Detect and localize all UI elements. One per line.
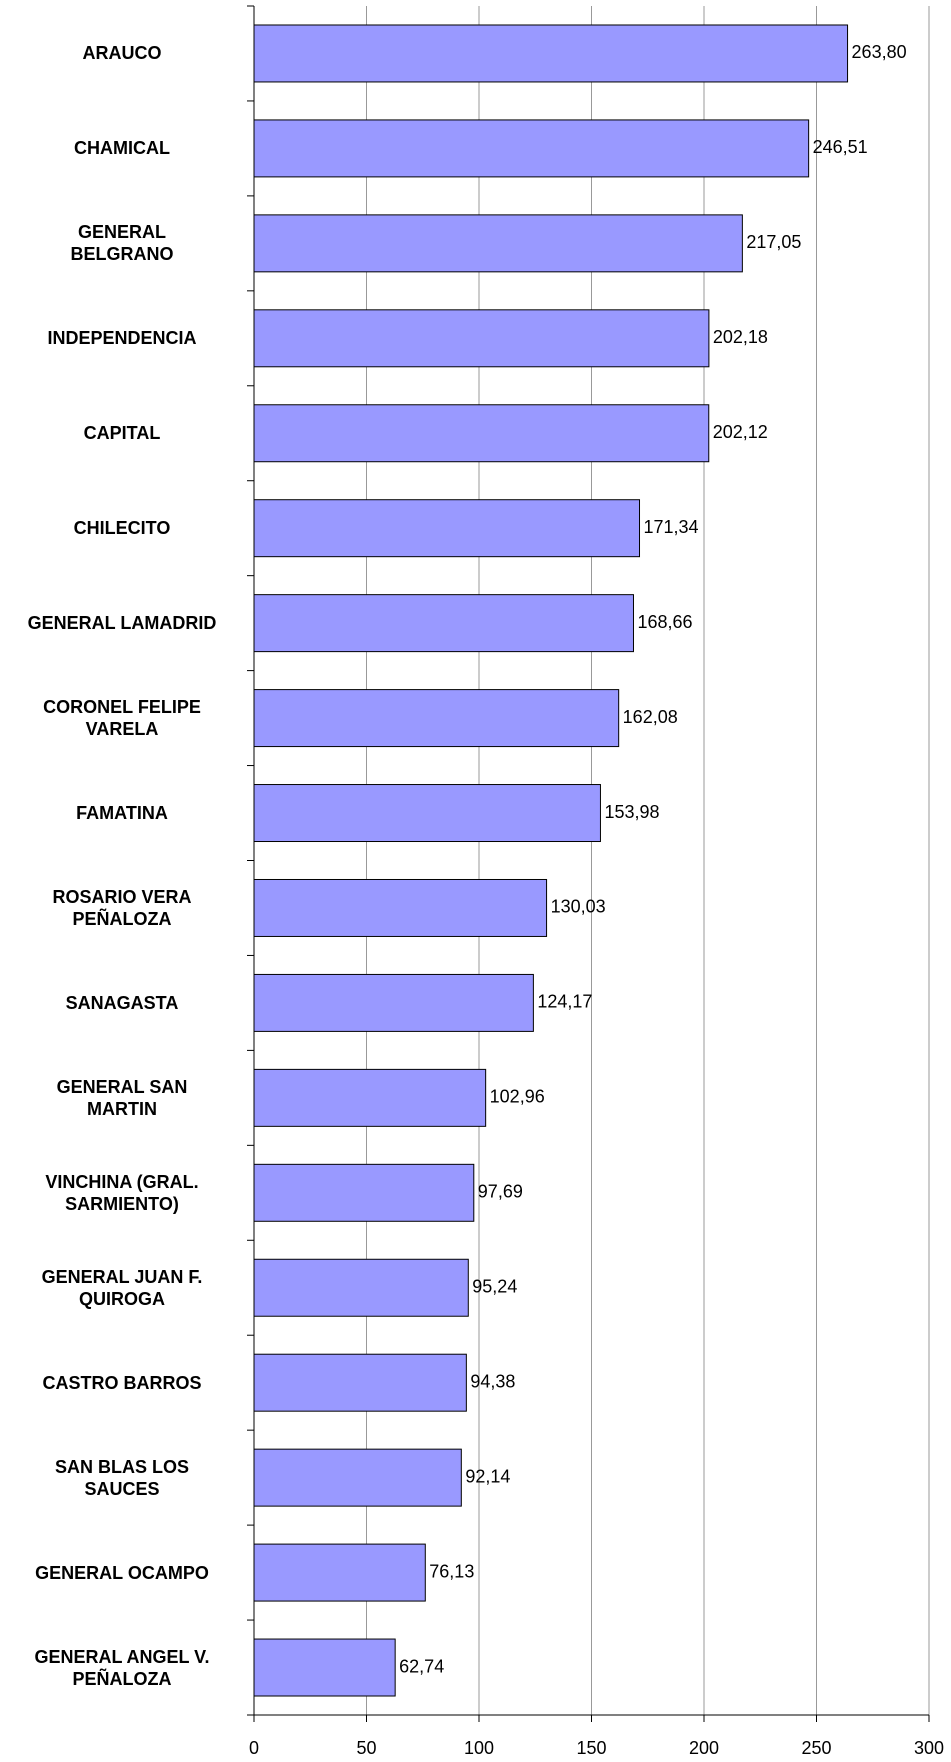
value-label: 202,18 [713,327,768,347]
bar [253,784,601,843]
value-label: 124,17 [537,992,592,1012]
y-tick-label: ROSARIO VERA PEÑALOZA [52,886,192,929]
bar [253,878,548,937]
y-tick-label: GENERAL ANGEL V. PEÑALOZA [34,1646,210,1689]
x-tick-label: 100 [464,1738,494,1758]
y-tick-label: ARAUCO [82,43,162,64]
value-label: 94,38 [470,1371,515,1391]
x-tick-label: 300 [914,1738,944,1758]
y-tick-label: CHAMICAL [74,138,170,159]
bar [253,214,743,273]
value-label: 246,51 [813,137,868,157]
y-tick-label: CAPITAL [83,423,161,444]
y-tick-label: CORONEL FELIPE VARELA [43,697,201,740]
y-tick-label: GENERAL OCAMPO [35,1562,209,1583]
value-label: 153,98 [604,802,659,822]
bar [253,404,710,463]
y-tick-label: GENERAL SAN MARTIN [56,1076,188,1119]
value-label: 162,08 [623,707,678,727]
bar [253,973,534,1032]
bar [253,1353,467,1412]
y-tick-label: SANAGASTA [65,992,179,1013]
bar [253,24,849,83]
y-tick-label: CHILECITO [73,518,171,539]
bar [253,594,634,653]
bar [253,309,710,368]
value-label: 102,96 [490,1087,545,1107]
y-tick-label: INDEPENDENCIA [47,328,197,349]
value-label: 130,03 [551,897,606,917]
y-tick-label: VINCHINA (GRAL. SARMIENTO) [45,1171,199,1214]
bar [253,1163,475,1222]
value-label: 92,14 [465,1466,510,1486]
value-label: 171,34 [644,517,699,537]
value-label: 76,13 [429,1561,474,1581]
bar [253,689,620,748]
y-tick-label: SAN BLAS LOS SAUCES [54,1456,189,1499]
x-tick-label: 250 [801,1738,831,1758]
y-tick-label: GENERAL LAMADRID [27,613,217,634]
x-tick-label: 0 [249,1738,259,1758]
bar [253,499,641,558]
y-tick-label: CASTRO BARROS [42,1372,202,1393]
value-label: 217,05 [746,232,801,252]
y-tick-label: FAMATINA [76,803,168,824]
y-tick-label: GENERAL BELGRANO [70,222,174,265]
bar [253,1543,426,1602]
bar [253,1448,462,1507]
value-label: 95,24 [472,1277,517,1297]
y-tick-label: GENERAL JUAN F. QUIROGA [41,1266,203,1309]
value-label: 202,12 [713,422,768,442]
x-tick-label: 200 [689,1738,719,1758]
value-label: 62,74 [399,1656,444,1676]
bar [253,119,810,178]
x-tick-label: 150 [576,1738,606,1758]
value-label: 97,69 [478,1182,523,1202]
value-label: 168,66 [637,612,692,632]
value-label: 263,80 [852,42,907,62]
x-tick-label: 50 [356,1738,376,1758]
bar [253,1258,469,1317]
bar [253,1068,487,1127]
bar [253,1638,396,1697]
